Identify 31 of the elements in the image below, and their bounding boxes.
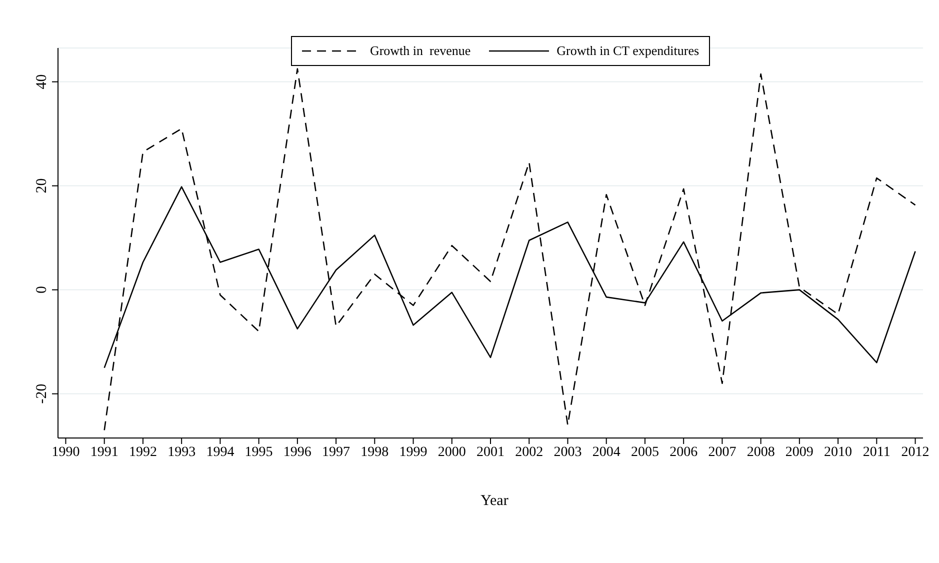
x-tick-label: 1991: [90, 444, 118, 460]
x-tick-label: 1992: [128, 444, 157, 460]
y-tick-label: 40: [34, 74, 50, 90]
y-tick-label: -20: [34, 384, 50, 404]
y-tick-label: 0: [34, 286, 50, 294]
x-tick-label: 2001: [476, 444, 504, 460]
x-tick-label: 2012: [901, 444, 930, 460]
x-tick-label: 2003: [554, 444, 582, 460]
x-tick-label: 2009: [785, 444, 814, 460]
legend-label: Growth in revenue: [370, 43, 471, 59]
x-tick-label: 1997: [322, 444, 350, 460]
x-tick-label: 1990: [52, 444, 80, 460]
x-tick-label: 1998: [360, 444, 389, 460]
x-tick-label: 2002: [515, 444, 544, 460]
x-tick-label: 2010: [824, 444, 852, 460]
x-tick-label: 1993: [168, 444, 196, 460]
y-tick-label: 20: [34, 178, 50, 194]
x-tick-label: 1996: [283, 444, 312, 460]
x-tick-label: 2007: [708, 444, 736, 460]
x-tick-label: 2005: [630, 444, 659, 460]
x-tick-label: 2011: [862, 444, 890, 460]
x-axis-title: Year: [480, 493, 510, 510]
legend-label: Growth in CT expenditures: [556, 43, 700, 59]
x-tick-label: 2006: [670, 444, 698, 460]
line-series: [104, 68, 916, 431]
x-tick-label: 1995: [244, 444, 273, 460]
x-tick-label: 1999: [399, 444, 428, 460]
x-tick-label: 1994: [206, 444, 234, 460]
x-tick-label: 2008: [746, 444, 775, 460]
x-tick-label: 2004: [592, 444, 620, 460]
x-tick-label: 2000: [438, 444, 466, 460]
